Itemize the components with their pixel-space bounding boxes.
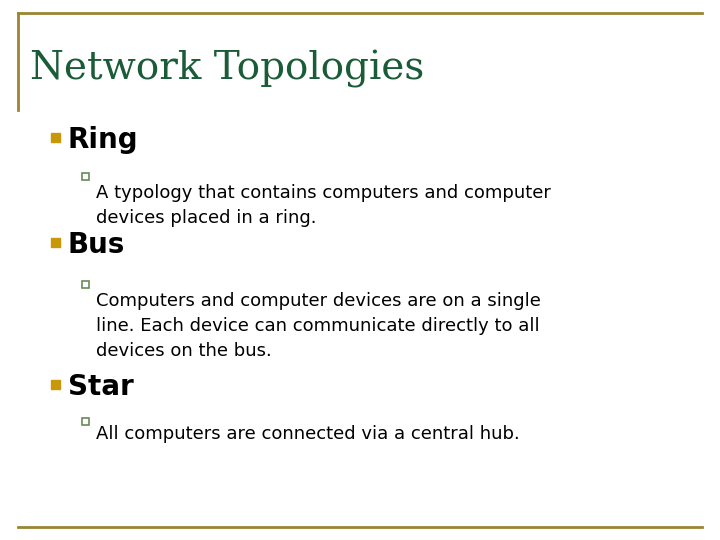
Text: Bus: Bus xyxy=(68,231,125,259)
FancyBboxPatch shape xyxy=(81,417,89,424)
Text: Network Topologies: Network Topologies xyxy=(30,50,424,88)
Text: Star: Star xyxy=(68,373,134,401)
Text: All computers are connected via a central hub.: All computers are connected via a centra… xyxy=(96,425,520,443)
Bar xyxy=(50,380,60,388)
Bar xyxy=(50,238,60,246)
FancyBboxPatch shape xyxy=(81,280,89,287)
Text: Computers and computer devices are on a single
line. Each device can communicate: Computers and computer devices are on a … xyxy=(96,292,541,360)
Bar xyxy=(50,132,60,141)
Text: Ring: Ring xyxy=(68,126,139,154)
Text: A typology that contains computers and computer
devices placed in a ring.: A typology that contains computers and c… xyxy=(96,184,551,227)
FancyBboxPatch shape xyxy=(81,172,89,179)
